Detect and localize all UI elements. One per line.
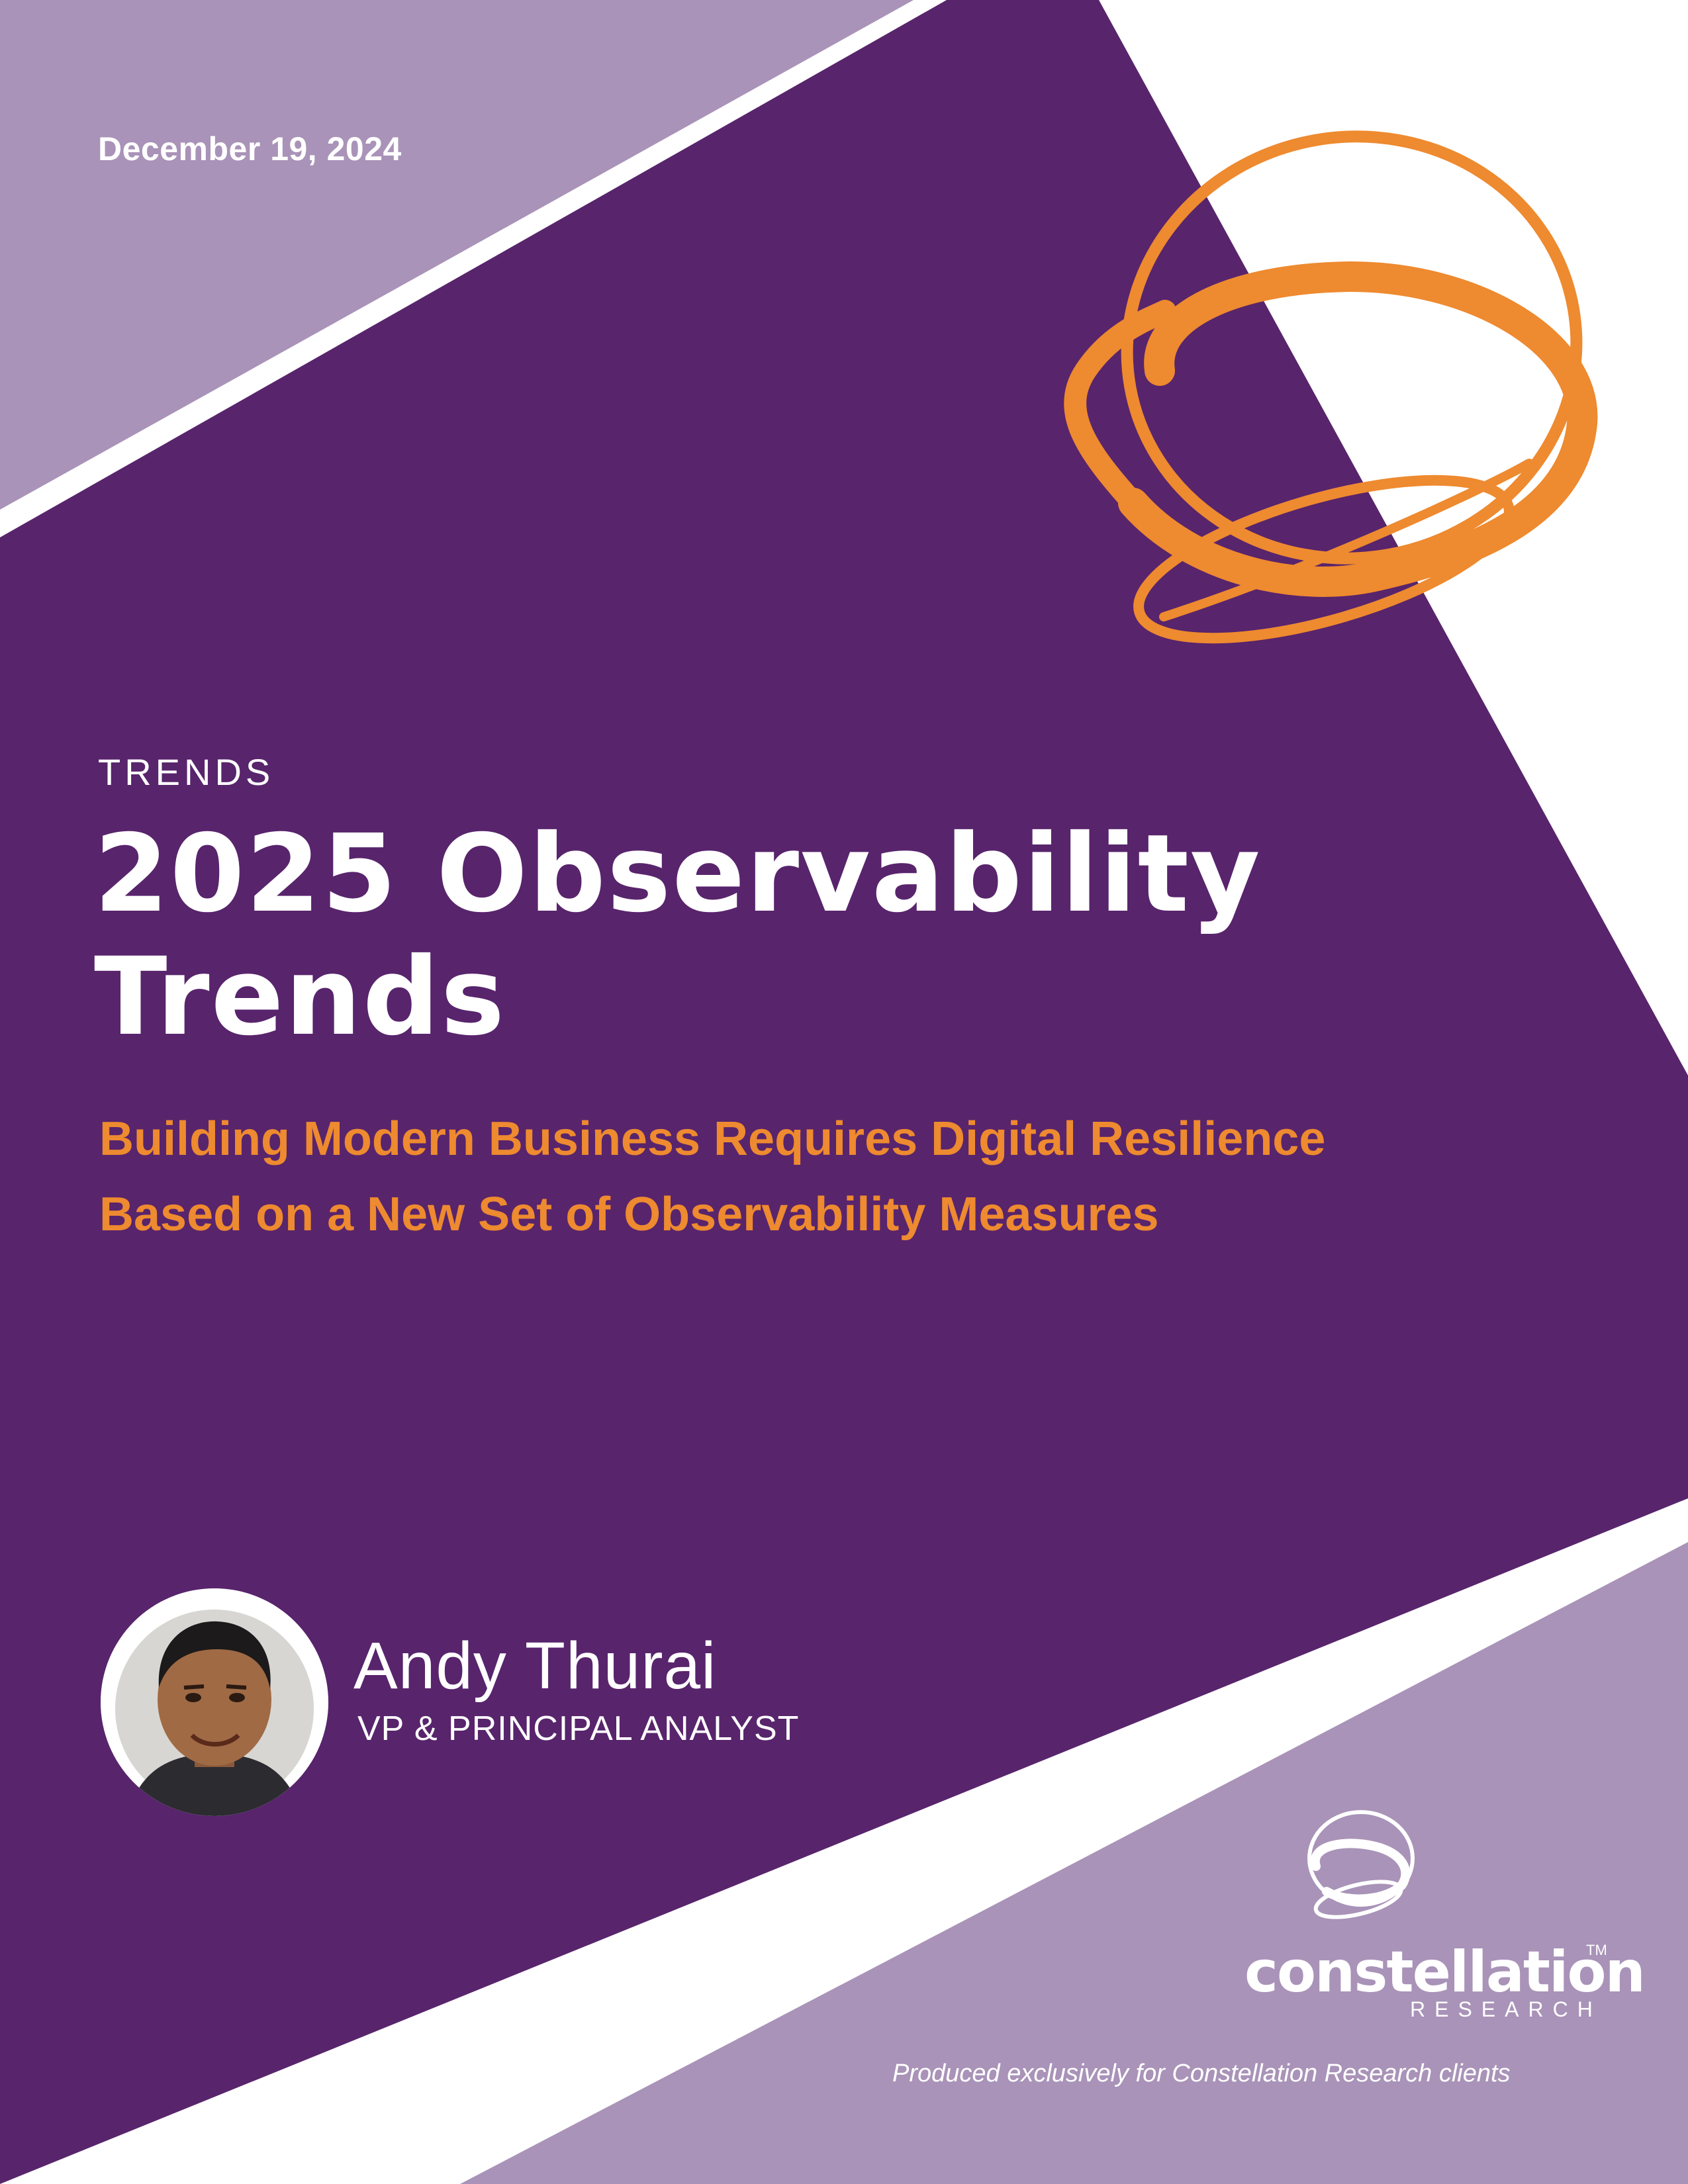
title-line-2: Trends [94,935,506,1060]
subtitle-line-2: Based on a New Set of Observability Meas… [99,1188,1159,1241]
brand-logo-subtitle: RESEARCH [1410,1997,1602,2021]
report-title: 2025 Observability Trends [94,813,1352,1059]
title-line-1: 2025 Observability [94,812,1262,936]
orange-orbit-ribbon [1064,130,1598,644]
subtitle-line-1: Building Modern Business Requires Digita… [99,1113,1326,1165]
constellation-orbit-logo-icon [1307,1810,1415,1919]
author-role: VP & PRINCIPAL ANALYST [357,1709,800,1748]
footer-note: Produced exclusively for Constellation R… [892,2060,1511,2087]
report-category: TRENDS [98,751,275,793]
author-headshot-icon [101,1588,328,1816]
report-subtitle: Building Modern Business Requires Digita… [99,1101,1556,1252]
brand-logo-wordmark: constellation [1244,1939,1646,2005]
publication-date: December 19, 2024 [98,130,402,167]
bottom-right-light-band [460,1542,1688,2184]
trademark-mark: TM [1586,1942,1607,1958]
top-left-light-band [0,0,914,510]
author-name: Andy Thurai [353,1629,717,1703]
